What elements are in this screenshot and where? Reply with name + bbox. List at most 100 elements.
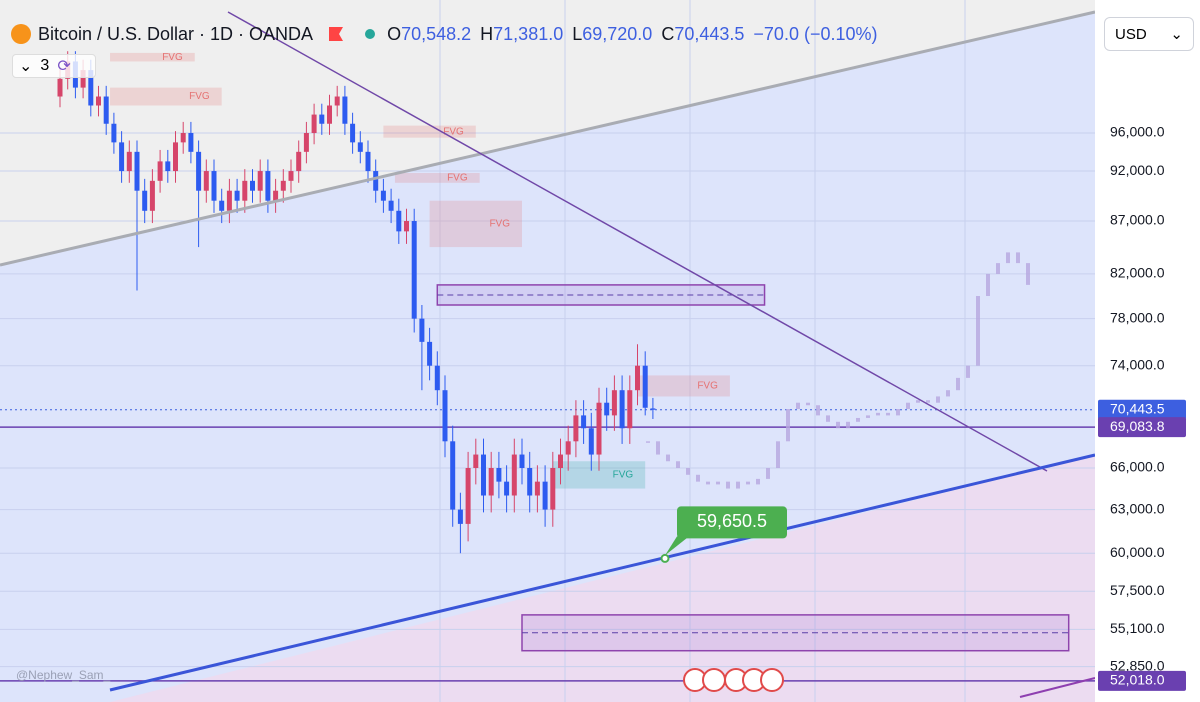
- projection-bar: [966, 365, 970, 378]
- projection-bar: [786, 409, 790, 442]
- candle-body: [96, 96, 101, 106]
- y-tick-label: 66,000.0: [1110, 459, 1165, 475]
- candle-body: [250, 180, 255, 191]
- candle-body: [558, 454, 563, 468]
- fvg-label: FVG: [189, 91, 210, 102]
- candle-body: [180, 133, 186, 143]
- candle-body: [80, 70, 86, 88]
- candle-body: [319, 114, 325, 124]
- currency-dropdown[interactable]: USD ⌄: [1104, 17, 1194, 51]
- y-tick-label: 63,000.0: [1110, 500, 1165, 516]
- projection-bar: [836, 421, 840, 429]
- candle-body: [388, 200, 394, 211]
- chevron: ⌄: [19, 58, 33, 75]
- candle-body: [149, 180, 155, 211]
- projection-bar: [806, 402, 810, 406]
- fvg-zone: [110, 52, 195, 62]
- projection-bar: [1016, 252, 1020, 264]
- candle-body: [357, 142, 363, 152]
- fvg-zone: [394, 173, 480, 183]
- fvg-zone: [637, 375, 730, 397]
- change-value: −70.0 (−0.10%): [753, 23, 878, 44]
- candle-body: [511, 454, 517, 496]
- candle-body: [427, 341, 433, 366]
- candle-body: [465, 467, 471, 524]
- projection-bar: [816, 405, 820, 416]
- price-label-bg: [1098, 399, 1186, 420]
- projection-bar: [866, 415, 870, 418]
- projection-bar: [886, 412, 890, 416]
- down-trendline: [227, 11, 1048, 472]
- callout-box: [677, 506, 787, 539]
- flag-icon: [329, 27, 344, 41]
- y-tick-label: 60,000.0: [1110, 544, 1165, 560]
- y-tick-label: 57,500.0: [1110, 582, 1165, 598]
- projection-bar: [676, 461, 680, 468]
- low-value: 69,720.0: [582, 23, 653, 44]
- candle-body: [311, 114, 317, 134]
- candle-body: [334, 96, 340, 106]
- candle-body: [119, 142, 125, 172]
- symbol-header: Bitcoin / U.S. Dollar · 1D · OANDA O 70,5…: [10, 20, 887, 48]
- projection-bar: [656, 441, 660, 455]
- btc-icon: [11, 24, 31, 44]
- watermark: @Nephew_Sam_: [16, 668, 111, 682]
- candle-body: [442, 390, 448, 442]
- projection-bar: [906, 402, 910, 410]
- open-value: 70,548.2: [401, 23, 472, 44]
- fvg-label: FVG: [489, 219, 510, 230]
- candle-body: [257, 171, 263, 191]
- event-flags: [683, 668, 784, 692]
- high-prefix: H: [480, 23, 494, 44]
- projection-bar: [946, 390, 950, 397]
- y-tick-label: 96,000.0: [1110, 124, 1165, 140]
- candle-body: [111, 123, 117, 143]
- projection-bar: [896, 409, 900, 416]
- indicator-count: 3: [40, 57, 50, 74]
- candle-body: [126, 151, 132, 172]
- price-label-bg: [1098, 417, 1186, 438]
- y-tick-label: 92,000.0: [1110, 162, 1165, 178]
- support-trendline: [109, 453, 1096, 692]
- projection-bar: [756, 478, 760, 485]
- fvg-label: FVG: [697, 381, 718, 392]
- candle-body: [196, 151, 202, 191]
- candle-body: [273, 190, 279, 201]
- refresh-icon: ⟳: [57, 58, 71, 75]
- candle-body: [450, 441, 456, 510]
- callout-pointer: [665, 536, 689, 556]
- projection-bar: [776, 441, 780, 468]
- candle-body: [635, 365, 640, 391]
- candle-body: [419, 318, 425, 342]
- upper-trendline: [0, 10, 1096, 267]
- projection-bar: [876, 412, 880, 416]
- candle-body: [350, 123, 356, 143]
- candle-body: [103, 96, 109, 124]
- indicator-toggle[interactable]: ⌄ 3 ⟳: [12, 54, 96, 78]
- candle-body: [596, 402, 602, 455]
- high-value: 71,381.0: [493, 23, 564, 44]
- candle-body: [157, 161, 163, 181]
- callout-dot: [660, 553, 670, 563]
- candle-body: [165, 161, 171, 172]
- candle-body: [396, 210, 402, 232]
- candle-body: [488, 467, 494, 496]
- candle-body: [619, 390, 625, 429]
- y-tick-label: 55,100.0: [1110, 620, 1165, 636]
- fvg-zone: [110, 87, 222, 106]
- candle-body: [434, 365, 440, 391]
- candle-body: [627, 390, 633, 429]
- candle-body: [173, 142, 178, 172]
- candle-body: [211, 171, 217, 201]
- candle-body: [365, 151, 371, 172]
- flag-icon: [702, 668, 726, 692]
- candle-body: [527, 467, 533, 496]
- candle-body: [604, 402, 610, 416]
- projection-bar: [796, 402, 800, 410]
- candle-body: [581, 415, 587, 429]
- candle-body: [226, 190, 232, 211]
- projection-bar: [956, 377, 960, 391]
- lower-region: [110, 455, 1095, 702]
- flag-icon: [760, 668, 784, 692]
